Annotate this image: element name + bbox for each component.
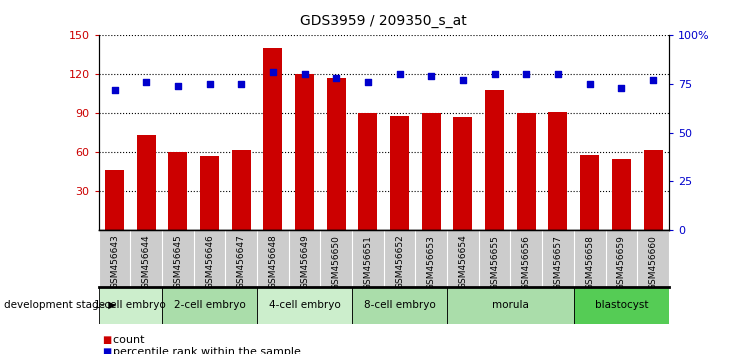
Bar <box>453 117 472 230</box>
Point <box>299 72 311 77</box>
Point <box>140 79 152 85</box>
Text: morula: morula <box>492 300 529 310</box>
Point <box>457 77 469 83</box>
Text: 8-cell embryo: 8-cell embryo <box>364 300 436 310</box>
Text: GSM456644: GSM456644 <box>142 235 151 289</box>
Point <box>330 75 342 81</box>
Text: GSM456646: GSM456646 <box>205 235 214 289</box>
Text: 2-cell embryo: 2-cell embryo <box>174 300 246 310</box>
Text: GSM456650: GSM456650 <box>332 235 341 290</box>
Bar <box>105 170 124 230</box>
Text: GSM456655: GSM456655 <box>491 235 499 290</box>
Bar <box>99 287 162 324</box>
Text: ■: ■ <box>102 335 112 345</box>
Bar <box>295 74 314 230</box>
Point <box>394 72 406 77</box>
Bar <box>137 135 156 230</box>
Bar <box>422 113 441 230</box>
Text: 1-cell embryo: 1-cell embryo <box>94 300 166 310</box>
Bar <box>485 90 504 230</box>
Text: GSM456649: GSM456649 <box>300 235 309 289</box>
Bar <box>390 116 409 230</box>
Text: count: count <box>106 335 145 345</box>
Text: GSM456652: GSM456652 <box>395 235 404 289</box>
Bar <box>580 155 599 230</box>
Bar <box>358 113 377 230</box>
Point <box>267 69 279 75</box>
Bar <box>327 78 346 230</box>
Text: development stage ▶: development stage ▶ <box>4 300 116 310</box>
Bar <box>263 48 282 230</box>
Point <box>552 72 564 77</box>
Bar <box>232 150 251 230</box>
Bar <box>352 287 447 324</box>
Text: GDS3959 / 209350_s_at: GDS3959 / 209350_s_at <box>300 14 467 28</box>
Text: GSM456658: GSM456658 <box>586 235 594 290</box>
Text: GSM456648: GSM456648 <box>268 235 277 289</box>
Text: 4-cell embryo: 4-cell embryo <box>269 300 341 310</box>
Text: GSM456654: GSM456654 <box>458 235 467 289</box>
Text: GSM456651: GSM456651 <box>363 235 372 290</box>
Text: GSM456647: GSM456647 <box>237 235 246 289</box>
Bar <box>162 287 257 324</box>
Bar <box>574 287 669 324</box>
Bar <box>168 152 187 230</box>
Point <box>647 77 659 83</box>
Point <box>616 85 627 91</box>
Bar <box>612 159 631 230</box>
Bar <box>548 112 567 230</box>
Point <box>584 81 596 87</box>
Text: GSM456643: GSM456643 <box>110 235 119 289</box>
Text: GSM456657: GSM456657 <box>553 235 562 290</box>
Bar <box>200 156 219 230</box>
Point <box>172 83 183 89</box>
Point <box>109 87 121 93</box>
Point <box>204 81 216 87</box>
Bar <box>517 113 536 230</box>
Text: GSM456645: GSM456645 <box>173 235 182 289</box>
Point <box>362 79 374 85</box>
Text: GSM456660: GSM456660 <box>648 235 657 290</box>
Text: percentile rank within the sample: percentile rank within the sample <box>106 347 301 354</box>
Bar <box>643 150 662 230</box>
Point <box>489 72 501 77</box>
Text: GSM456656: GSM456656 <box>522 235 531 290</box>
Text: ■: ■ <box>102 347 112 354</box>
Bar <box>447 287 574 324</box>
Bar <box>257 287 352 324</box>
Point <box>235 81 247 87</box>
Point <box>425 73 437 79</box>
Text: GSM456659: GSM456659 <box>617 235 626 290</box>
Text: GSM456653: GSM456653 <box>427 235 436 290</box>
Text: blastocyst: blastocyst <box>594 300 648 310</box>
Point <box>520 72 532 77</box>
